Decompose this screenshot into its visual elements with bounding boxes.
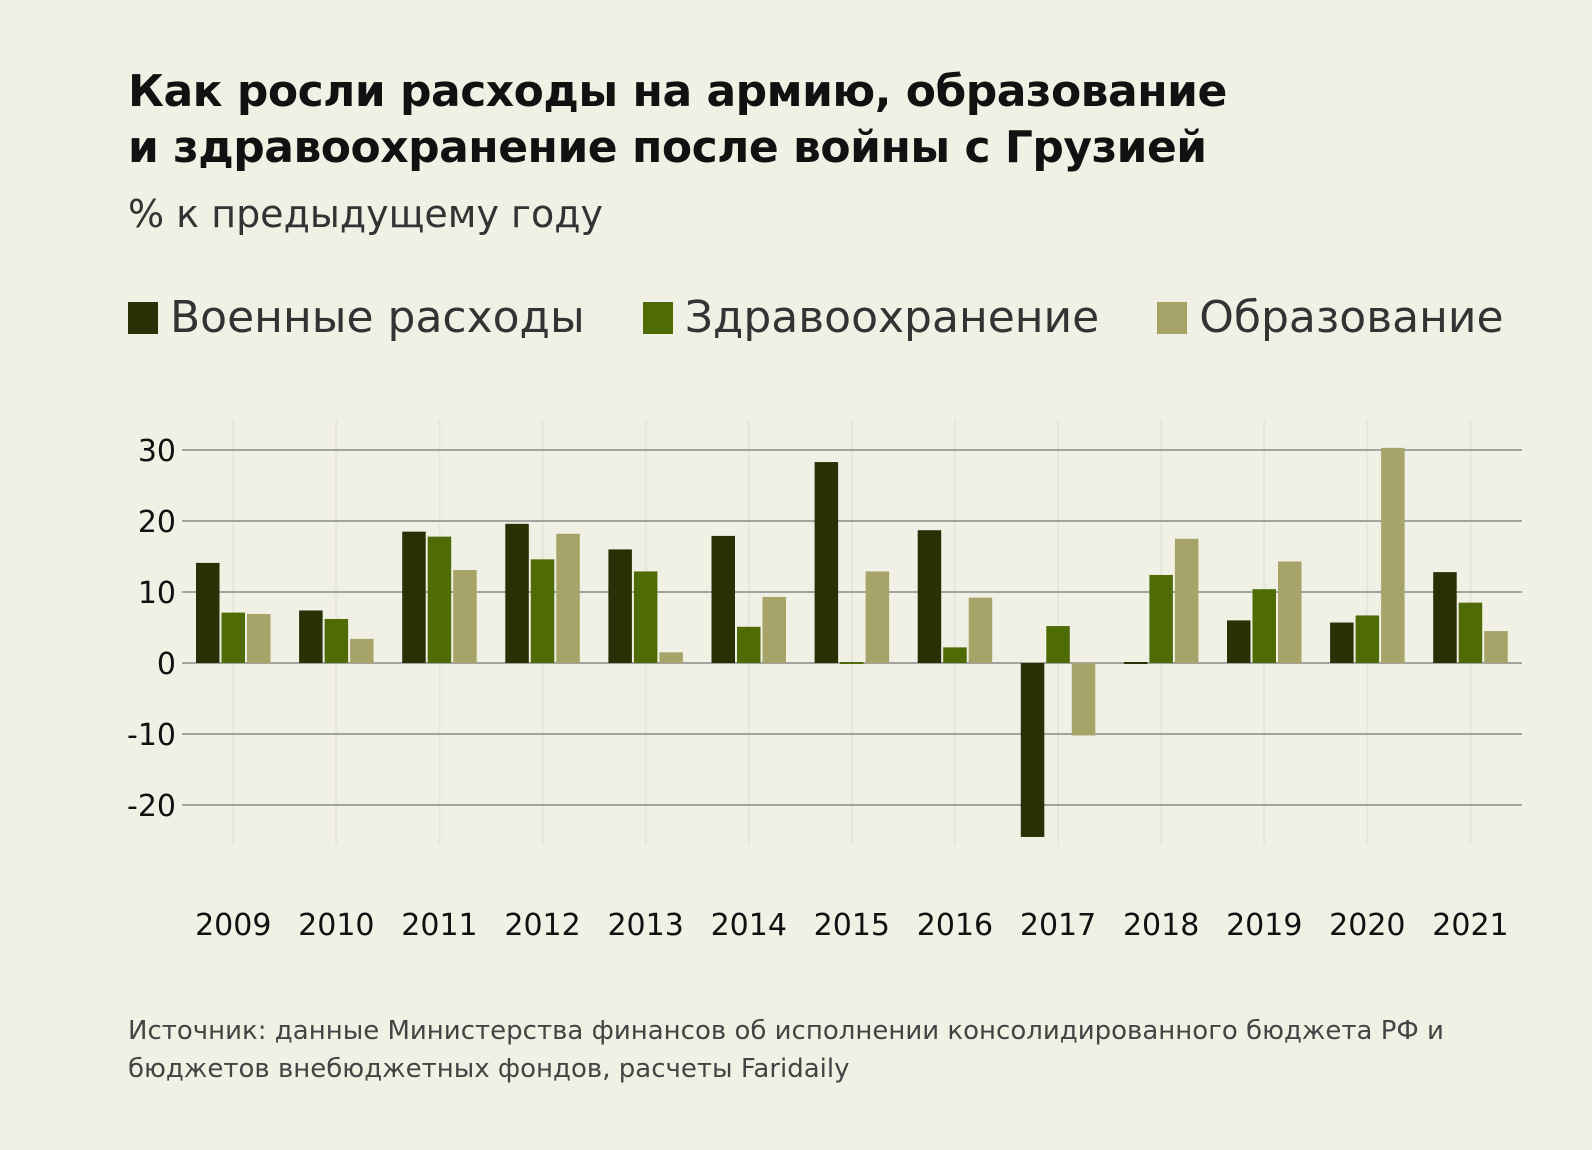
legend-item-education: Образование <box>1157 290 1504 346</box>
x-tick-label: 2019 <box>1226 908 1302 943</box>
bar-health-2014 <box>737 626 761 663</box>
x-tick-label: 2015 <box>814 908 890 943</box>
y-tick-label: 0 <box>157 647 176 682</box>
chart-title-line-2: и здравоохранение после войны с Грузией <box>128 122 1207 173</box>
bar-education-2010 <box>350 638 374 663</box>
x-tick-label: 2016 <box>917 908 993 943</box>
y-tick-label: -10 <box>127 718 176 753</box>
bar-education-2012 <box>556 533 580 663</box>
bar-health-2016 <box>943 647 967 663</box>
bar-education-2013 <box>659 652 683 663</box>
bar-education-2020 <box>1381 447 1405 663</box>
bar-health-2018 <box>1149 574 1173 663</box>
bar-education-2021 <box>1484 631 1508 663</box>
x-tick-label: 2017 <box>1020 908 1096 943</box>
bar-health-2010 <box>324 618 349 663</box>
x-tick-label: 2010 <box>298 908 374 943</box>
bar-military-2010 <box>299 610 323 663</box>
x-tick-label: 2021 <box>1432 908 1508 943</box>
bar-military-2014 <box>711 535 735 663</box>
x-tick-label: 2011 <box>401 908 477 943</box>
x-tick-label: 2012 <box>504 908 580 943</box>
bar-health-2019 <box>1252 589 1276 663</box>
x-tick-label: 2020 <box>1329 908 1405 943</box>
bar-education-2014 <box>762 596 786 663</box>
bar-health-2009 <box>221 612 245 663</box>
bar-military-2013 <box>608 549 632 663</box>
legend-swatch-education <box>1157 302 1188 334</box>
y-tick-label: 20 <box>138 505 176 540</box>
bar-military-2016 <box>917 530 942 663</box>
y-tick-label: 30 <box>138 434 176 469</box>
chart-subtitle: % к предыдущему году <box>128 192 603 236</box>
y-tick-label: -20 <box>127 789 176 824</box>
bar-military-2020 <box>1330 622 1354 663</box>
legend-item-health: Здравоохранение <box>642 290 1100 346</box>
chart-title-line-1: Как росли расходы на армию, образование <box>128 66 1227 117</box>
chart-legend: Военные расходы Здравоохранение Образова… <box>128 290 1562 346</box>
x-tick-label: 2018 <box>1123 908 1199 943</box>
bar-military-2019 <box>1227 620 1251 663</box>
y-tick-label: 10 <box>138 576 176 611</box>
bar-education-2011 <box>453 569 477 663</box>
bar-health-2020 <box>1355 615 1380 663</box>
bar-health-2021 <box>1458 602 1483 663</box>
bar-health-2013 <box>633 571 658 663</box>
bar-health-2017 <box>1046 626 1070 663</box>
source-note-line-1: Источник: данные Министерства финансов о… <box>128 1016 1444 1046</box>
bar-education-2016 <box>968 597 993 663</box>
legend-label-education: Образование <box>1199 292 1504 343</box>
legend-swatch-health <box>642 302 673 334</box>
bar-health-2011 <box>427 536 452 663</box>
bar-military-2015 <box>814 462 839 663</box>
source-note-line-2: бюджетов внебюджетных фондов, расчеты Fa… <box>128 1054 850 1084</box>
x-tick-label: 2013 <box>607 908 683 943</box>
source-note: Источник: данные Министерства финансов о… <box>128 1012 1488 1088</box>
bar-education-2018 <box>1174 538 1199 663</box>
bar-health-2015 <box>840 662 864 664</box>
bar-military-2021 <box>1433 572 1457 663</box>
legend-label-health: Здравоохранение <box>684 292 1100 343</box>
bar-education-2019 <box>1278 561 1302 663</box>
bar-education-2009 <box>247 614 271 663</box>
bar-military-2017 <box>1020 663 1045 837</box>
bar-education-2015 <box>865 571 890 663</box>
bar-military-2018 <box>1123 662 1148 664</box>
bar-military-2009 <box>196 562 220 663</box>
bar-military-2012 <box>505 523 529 663</box>
chart-title: Как росли расходы на армию, образование … <box>128 64 1428 176</box>
x-tick-label: 2014 <box>711 908 787 943</box>
legend-item-military: Военные расходы <box>128 290 585 346</box>
x-tick-label: 2009 <box>195 908 271 943</box>
legend-swatch-military <box>128 302 158 334</box>
legend-label-military: Военные расходы <box>170 292 585 343</box>
bar-health-2012 <box>530 559 555 663</box>
bar-education-2017 <box>1071 663 1096 736</box>
bar-military-2011 <box>402 531 426 663</box>
